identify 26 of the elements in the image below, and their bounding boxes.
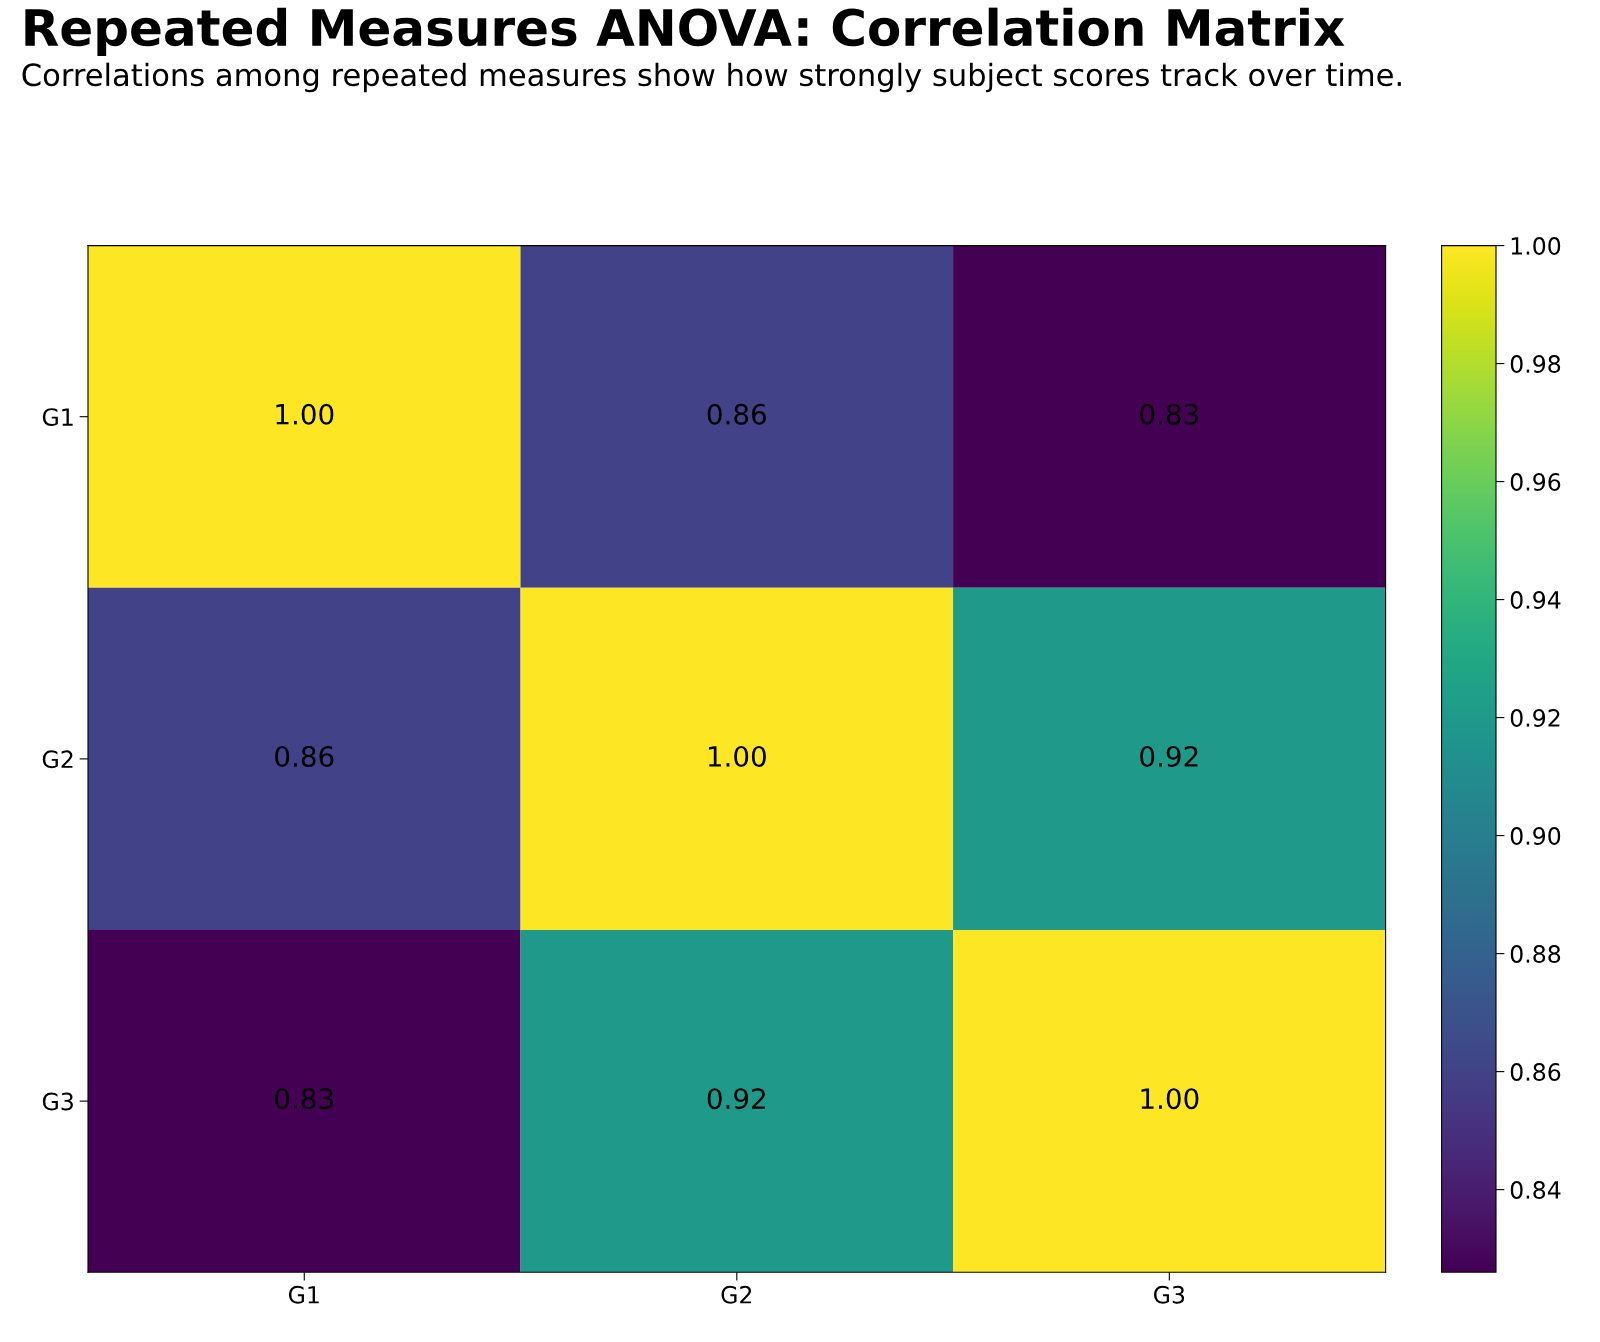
color-bar-label: 0.98 — [1510, 355, 1561, 373]
x-tick-label: G3 — [1154, 1285, 1185, 1304]
y-tick-label: G2 — [42, 750, 73, 769]
data-label: 1.00 — [1141, 1088, 1199, 1110]
color-bar-label: 0.94 — [1510, 591, 1561, 609]
y-tick-label: G1 — [42, 408, 73, 426]
color-bar-label: 0.84 — [1510, 1181, 1561, 1199]
color-bar-label: 0.90 — [1510, 827, 1561, 845]
x-tick-label: G1 — [288, 1285, 319, 1304]
data-label: 0.86 — [707, 403, 766, 425]
color-bar-label: 0.96 — [1510, 473, 1561, 491]
data-label: 0.92 — [707, 1088, 765, 1110]
chart-subtitle: Correlations among repeated measures show how strongly subject scores track over time. — [22, 62, 1401, 93]
y-tick-label: G3 — [42, 1092, 73, 1111]
data-label: 1.00 — [276, 403, 334, 425]
color-bar-label: 0.92 — [1510, 709, 1560, 727]
data-label: 0.86 — [275, 745, 334, 767]
color-bar-label: 1.00 — [1511, 237, 1561, 255]
color-bar-label: 0.86 — [1510, 1063, 1561, 1081]
color-bar-label: 0.88 — [1510, 945, 1561, 963]
chart-title: Repeated Measures ANOVA: Correlation Matrix — [25, 7, 1345, 57]
x-tick-label: G2 — [721, 1285, 752, 1304]
data-label: 0.83 — [1140, 403, 1199, 425]
data-label: 0.83 — [275, 1088, 333, 1110]
data-label: 1.00 — [708, 745, 766, 767]
data-label: 0.92 — [1140, 745, 1198, 767]
